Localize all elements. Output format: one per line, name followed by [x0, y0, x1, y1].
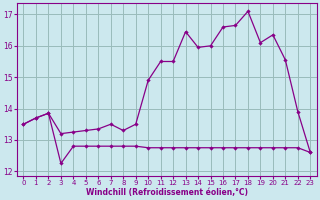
- X-axis label: Windchill (Refroidissement éolien,°C): Windchill (Refroidissement éolien,°C): [86, 188, 248, 197]
